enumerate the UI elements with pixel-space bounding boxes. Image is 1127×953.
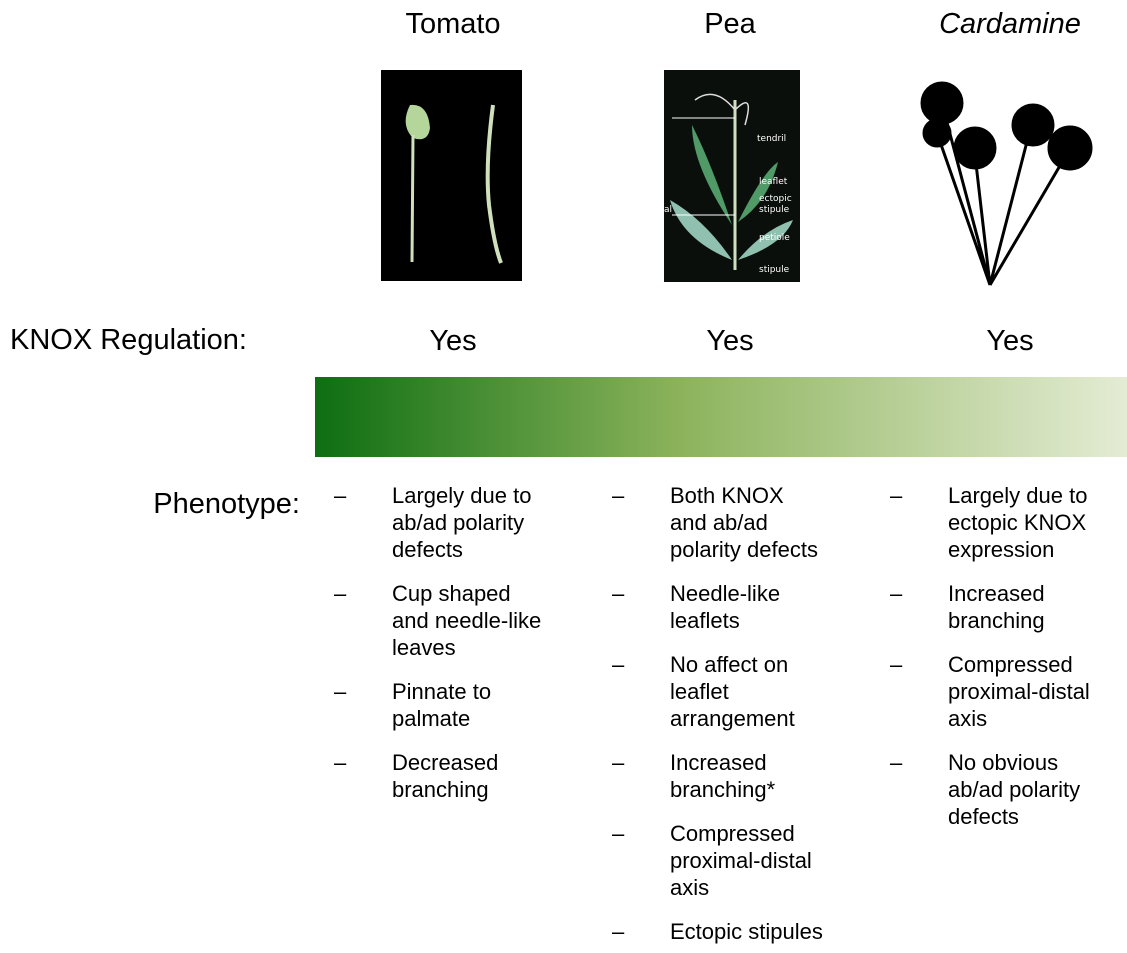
phenotype-line: ab/ad polarity xyxy=(948,776,1080,803)
phenotype-line: defects xyxy=(392,536,463,563)
slide: KNOX Regulation: Phenotype: tendrilleafl… xyxy=(0,0,1127,953)
cardamine-image xyxy=(922,83,1091,285)
pea-image xyxy=(664,70,800,282)
bullet-dash: – xyxy=(334,749,346,776)
bullet-dash: – xyxy=(612,918,624,945)
pea-image-label: tendril xyxy=(757,134,786,144)
phenotype-line: and needle-like xyxy=(392,607,541,634)
phenotype-line: Compressed xyxy=(670,820,795,847)
phenotype-line: axis xyxy=(948,705,987,732)
pea-image-label: leaflet xyxy=(759,177,788,187)
phenotype-line: Largely due to xyxy=(948,482,1087,509)
bullet-dash: – xyxy=(890,482,902,509)
knox-value: Yes xyxy=(429,325,476,358)
pea-image-label: al xyxy=(664,205,672,215)
gradient-bar xyxy=(315,377,1127,457)
column-title: Tomato xyxy=(405,8,500,41)
tomato-image xyxy=(381,70,522,281)
bullet-dash: – xyxy=(612,651,624,678)
phenotype-line: leaves xyxy=(392,634,456,661)
bullet-dash: – xyxy=(334,580,346,607)
pea-image-label: stipule xyxy=(759,265,790,275)
phenotype-line: Pinnate to xyxy=(392,678,491,705)
phenotype-line: defects xyxy=(948,803,1019,830)
phenotype-line: expression xyxy=(948,536,1054,563)
bullet-dash: – xyxy=(612,749,624,776)
phenotype-line: proximal-distal xyxy=(948,678,1090,705)
phenotype-line: proximal-distal xyxy=(670,847,812,874)
phenotype-line: and ab/ad xyxy=(670,509,768,536)
bullet-dash: – xyxy=(612,580,624,607)
bullet-dash: – xyxy=(890,749,902,776)
phenotype-line: branching xyxy=(392,776,489,803)
phenotype-line: branching* xyxy=(670,776,775,803)
bullet-dash: – xyxy=(612,482,624,509)
pea-image-label: ectopic xyxy=(759,194,792,204)
phenotype-line: Compressed xyxy=(948,651,1073,678)
phenotype-line: Both KNOX xyxy=(670,482,784,509)
bullet-dash: – xyxy=(890,651,902,678)
phenotype-line: branching xyxy=(948,607,1045,634)
phenotype-line: polarity defects xyxy=(670,536,818,563)
phenotype-line: ectopic KNOX xyxy=(948,509,1086,536)
bullet-dash: – xyxy=(890,580,902,607)
phenotype-line: Increased xyxy=(948,580,1045,607)
knox-value: Yes xyxy=(706,325,753,358)
phenotype-line: Increased xyxy=(670,749,767,776)
phenotype-line: leaflets xyxy=(670,607,740,634)
bullet-dash: – xyxy=(334,482,346,509)
knox-value: Yes xyxy=(986,325,1033,358)
phenotype-line: Ectopic stipules xyxy=(670,918,823,945)
pea-image-label: petiole xyxy=(759,233,790,243)
phenotype-line: arrangement xyxy=(670,705,795,732)
pea-image-label: stipule xyxy=(759,205,790,215)
phenotype-line: Largely due to xyxy=(392,482,531,509)
phenotype-line: ab/ad polarity xyxy=(392,509,524,536)
column-title: Cardamine xyxy=(939,8,1081,41)
bullet-dash: – xyxy=(612,820,624,847)
phenotype-line: axis xyxy=(670,874,709,901)
phenotype-line: leaflet xyxy=(670,678,729,705)
phenotype-line: Cup shaped xyxy=(392,580,511,607)
phenotype-line: Needle-like xyxy=(670,580,780,607)
column-title: Pea xyxy=(704,8,756,41)
phenotype-line: Decreased xyxy=(392,749,498,776)
phenotype-line: No affect on xyxy=(670,651,788,678)
bullet-dash: – xyxy=(334,678,346,705)
phenotype-line: palmate xyxy=(392,705,470,732)
phenotype-line: No obvious xyxy=(948,749,1058,776)
